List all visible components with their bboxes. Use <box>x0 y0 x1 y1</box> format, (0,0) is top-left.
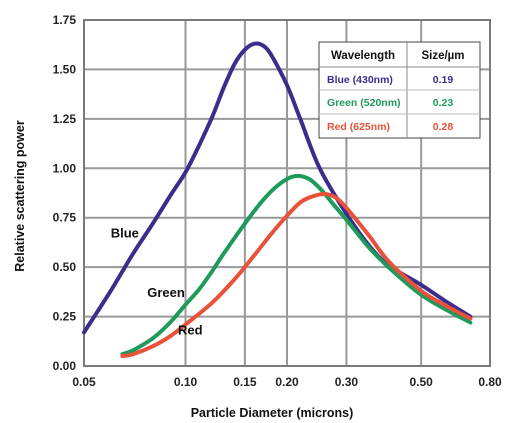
x-tick-label: 0.50 <box>409 375 433 389</box>
y-tick-label: 0.75 <box>53 211 77 225</box>
legend-row-green-size: 0.23 <box>433 97 454 109</box>
y-tick-label: 1.00 <box>53 161 77 175</box>
plot-frame <box>83 19 491 367</box>
x-tick-label: 0.80 <box>478 375 502 389</box>
legend-row-green-wavelength: Green (520nm) <box>327 97 401 109</box>
legend-row-blue-size: 0.19 <box>433 74 454 86</box>
series-line-red <box>120 191 473 359</box>
legend-header-wavelength: Wavelength <box>331 50 395 62</box>
series-layer <box>82 41 473 359</box>
x-tick-label: 0.30 <box>335 375 359 389</box>
y-tick-label: 0.50 <box>53 260 77 274</box>
legend-header-size: Size/µm <box>421 50 464 62</box>
y-axis-title: Relative scattering power <box>13 120 27 272</box>
x-axis-title: Particle Diameter (microns) <box>191 406 354 420</box>
legend-row-red-size: 0.28 <box>433 121 454 133</box>
x-tick-label: 0.20 <box>275 375 299 389</box>
y-tick-label: 1.50 <box>53 62 77 76</box>
legend: Wavelength Size/µm Blue (430nm) 0.19 Gre… <box>318 41 481 139</box>
y-tick-label: 0.00 <box>53 359 77 373</box>
x-tick-label: 0.15 <box>233 375 257 389</box>
series-line-green <box>120 173 473 357</box>
y-tick-label: 1.75 <box>53 13 77 27</box>
x-tick-label: 0.05 <box>72 375 96 389</box>
x-tick-label: 0.10 <box>174 375 198 389</box>
curve-label-red: Red <box>178 322 203 337</box>
curve-label-green: Green <box>147 285 185 300</box>
legend-row-red-wavelength: Red (625nm) <box>327 121 390 133</box>
legend-row-blue-wavelength: Blue (430nm) <box>327 74 393 86</box>
curve-labels: Blue Green Red <box>111 225 203 337</box>
y-tick-label: 1.25 <box>53 112 77 126</box>
curve-label-blue: Blue <box>111 225 139 240</box>
tick-labels: 0.05 0.10 0.15 0.20 0.30 0.50 0.80 0.00 0.25 0.50… <box>53 13 502 389</box>
y-tick-label: 0.25 <box>53 310 77 324</box>
